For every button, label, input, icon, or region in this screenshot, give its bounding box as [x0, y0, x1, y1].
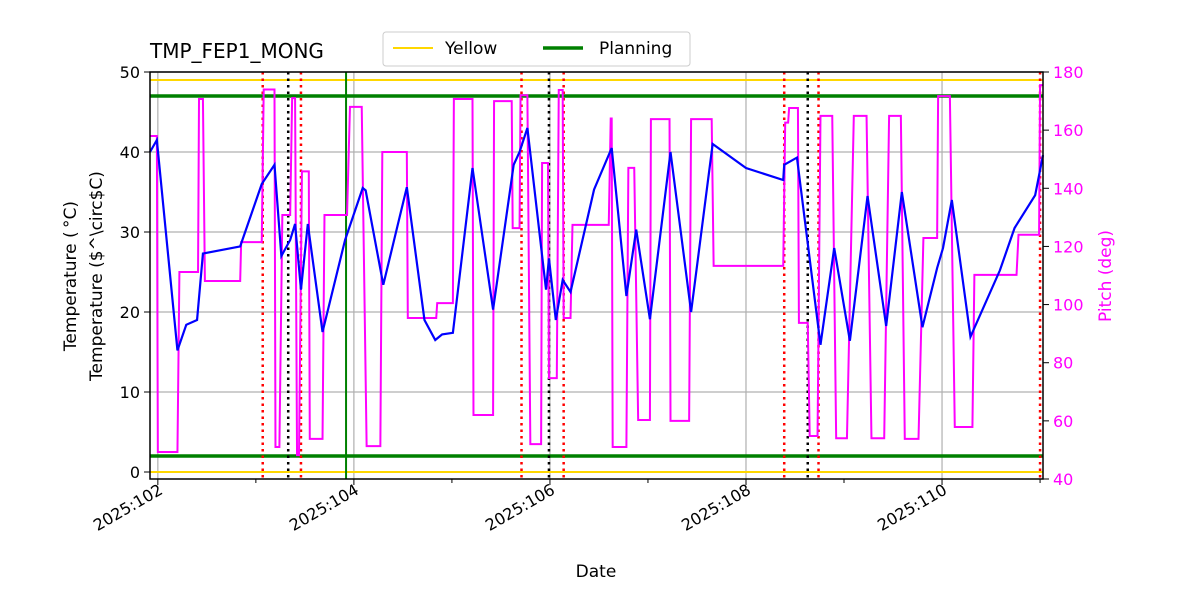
- temperature-line: [149, 127, 1045, 351]
- y-axis-label-rendered: Temperature ( °C): [61, 201, 81, 352]
- y-tick-label: 20: [120, 303, 140, 322]
- y2-tick-label: 40: [1053, 470, 1073, 489]
- x-tick-label: 2025:102: [90, 480, 166, 535]
- y-tick-label: 30: [120, 223, 140, 242]
- plot-frame: [149, 71, 1044, 480]
- y-tick-label: 0: [130, 463, 140, 482]
- x-tick-label: 2025:108: [678, 480, 754, 535]
- y2-axis-label: Pitch (deg): [1096, 230, 1116, 322]
- legend-box: [382, 31, 691, 67]
- reference-lines: [150, 72, 1043, 479]
- grid: [150, 71, 1043, 479]
- x-tick-label: 2025:106: [482, 480, 558, 535]
- y-axis-label: Temperature ($^\circ$C): [87, 171, 107, 382]
- y-tick-label: 10: [120, 383, 140, 402]
- y2-tick-label: 160: [1053, 121, 1084, 140]
- legend-label-yellow: Yellow: [444, 39, 497, 59]
- pitch-line: [150, 84, 1043, 457]
- y2-tick-label: 100: [1053, 296, 1084, 315]
- x-tick-label: 2025:104: [286, 480, 362, 535]
- legend: Yellow Planning: [382, 31, 691, 67]
- x-axis-label: Date: [576, 562, 617, 582]
- y2-tick-label: 180: [1053, 63, 1084, 82]
- y-tick-label: 50: [120, 63, 140, 82]
- y-tick-label: 40: [120, 143, 140, 162]
- series: [149, 84, 1045, 457]
- x-tick-label: 2025:110: [874, 480, 950, 535]
- y2-tick-label: 80: [1053, 354, 1073, 373]
- axes: 2025:102 2025:104 2025:106 2025:108 2025:110…: [90, 63, 1084, 535]
- y2-tick-label: 60: [1053, 412, 1073, 431]
- y2-tick-label: 120: [1053, 237, 1084, 256]
- chart-title: TMP_FEP1_MONG: [149, 39, 324, 63]
- legend-label-planning: Planning: [599, 39, 672, 59]
- y2-tick-label: 140: [1053, 179, 1084, 198]
